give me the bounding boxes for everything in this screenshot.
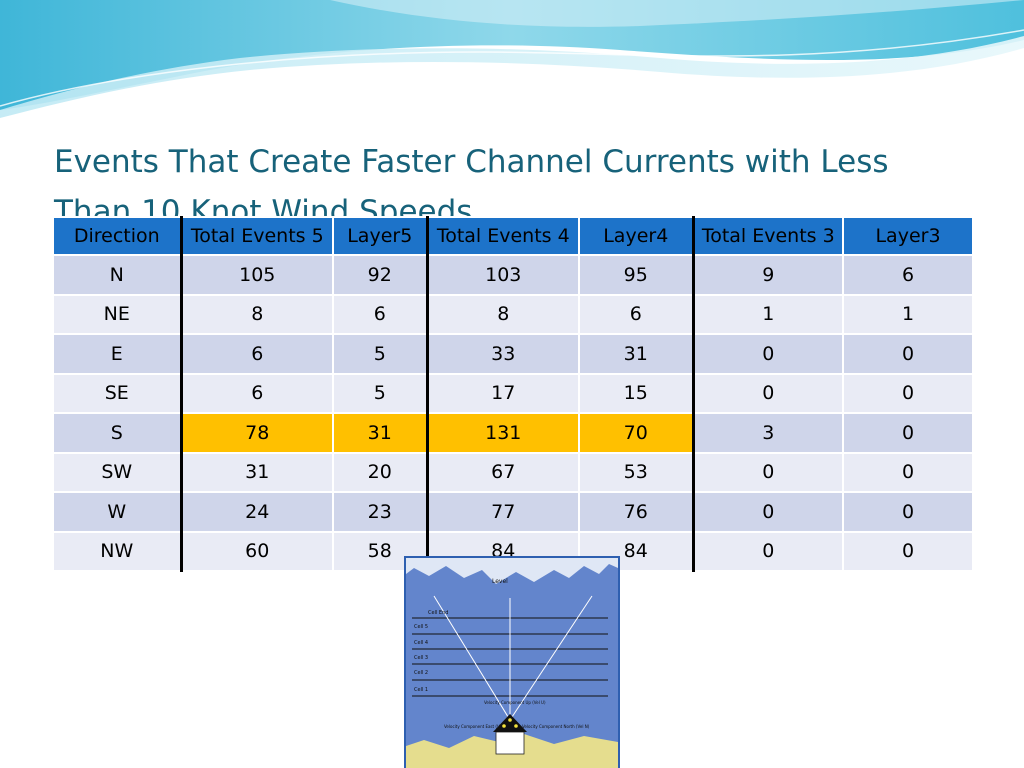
- diagram-level-label: Level: [492, 578, 508, 585]
- table-cell: N: [52, 254, 182, 296]
- table-cell: 53: [578, 451, 694, 493]
- table-cell: 24: [179, 491, 334, 533]
- table-row: N 105 92 103 95 9 6: [52, 254, 974, 296]
- table-cell: 105: [179, 254, 334, 296]
- header-total-events-5: Total Events 5: [179, 216, 334, 256]
- table-cell: 0: [691, 372, 844, 414]
- diagram-velocity-north-label: Velocity Component North (Vel N): [522, 724, 590, 729]
- table-cell: 8: [425, 293, 580, 335]
- table-cell: 6: [332, 293, 428, 335]
- table-cell-highlighted: 31: [332, 412, 428, 454]
- table-cell: 0: [842, 530, 974, 572]
- table-cell: S: [52, 412, 182, 454]
- table-cell: 95: [578, 254, 694, 296]
- table-cell: 92: [332, 254, 428, 296]
- table-cell-highlighted: 131: [425, 412, 580, 454]
- table-cell: 0: [842, 491, 974, 533]
- table-cell: 6: [578, 293, 694, 335]
- table-cell: 0: [691, 451, 844, 493]
- table-cell: 76: [578, 491, 694, 533]
- diagram-cell-4-label: Cell 4: [414, 640, 428, 646]
- table-cell: 6: [842, 254, 974, 296]
- table-cell: W: [52, 491, 182, 533]
- diagram-velocity-up-label: Velocity Component Up (Vel U): [484, 700, 546, 705]
- table-row: SW 31 20 67 53 0 0: [52, 451, 974, 493]
- table-cell: 0: [691, 491, 844, 533]
- header-total-events-4: Total Events 4: [425, 216, 580, 256]
- table-cell: 77: [425, 491, 580, 533]
- adcp-diagram: Level Cell End Cell 5 Cell 4 Cell 3 Cell…: [404, 556, 620, 768]
- slide-title: Events That Create Faster Channel Curren…: [54, 137, 954, 237]
- diagram-cell-3-label: Cell 3: [414, 655, 428, 661]
- table-cell: NE: [52, 293, 182, 335]
- table-cell: 31: [578, 333, 694, 375]
- table-cell: 0: [842, 333, 974, 375]
- table-row: NE 8 6 8 6 1 1: [52, 293, 974, 335]
- table-cell: 5: [332, 333, 428, 375]
- table-cell: SW: [52, 451, 182, 493]
- header-layer4: Layer4: [578, 216, 694, 256]
- diagram-cell-end-label: Cell End: [428, 610, 448, 616]
- table-cell: 20: [332, 451, 428, 493]
- table-cell: E: [52, 333, 182, 375]
- table-cell: 8: [179, 293, 334, 335]
- header-layer3: Layer3: [842, 216, 974, 256]
- diagram-velocity-east-label: Velocity Component East (Vel E): [444, 724, 509, 729]
- table-cell: 0: [842, 372, 974, 414]
- table-cell: 0: [842, 412, 974, 454]
- header-total-events-3: Total Events 3: [691, 216, 844, 256]
- header-layer5: Layer5: [332, 216, 428, 256]
- adcp-instrument-icon: [493, 714, 527, 755]
- table-cell: 33: [425, 333, 580, 375]
- table-cell-highlighted: 70: [578, 412, 694, 454]
- table-cell: NW: [52, 530, 182, 572]
- table-cell: 15: [578, 372, 694, 414]
- table-cell: 9: [691, 254, 844, 296]
- table-row: E 6 5 33 31 0 0: [52, 333, 974, 375]
- diagram-cell-5-label: Cell 5: [414, 624, 428, 630]
- table-cell: 23: [332, 491, 428, 533]
- table-row: SE 6 5 17 15 0 0: [52, 372, 974, 414]
- slide-title-line-1: Events That Create Faster Channel Curren…: [54, 143, 889, 180]
- table-cell: SE: [52, 372, 182, 414]
- table-cell: 84: [578, 530, 694, 572]
- header-wave-decoration: [0, 0, 1024, 118]
- diagram-cell-2-label: Cell 2: [414, 670, 428, 676]
- table-cell: 60: [179, 530, 334, 572]
- table-cell: 0: [842, 451, 974, 493]
- table-cell: 6: [179, 372, 334, 414]
- table-cell: 103: [425, 254, 580, 296]
- table-cell: 31: [179, 451, 334, 493]
- table-cell: 58: [332, 530, 428, 572]
- table-cell: 6: [179, 333, 334, 375]
- diagram-cell-1-label: Cell 1: [414, 687, 428, 693]
- table-cell-highlighted: 78: [179, 412, 334, 454]
- table-cell: 1: [842, 293, 974, 335]
- table-cell: 0: [691, 333, 844, 375]
- events-table: Direction Total Events 5 Layer5 Total Ev…: [52, 216, 974, 572]
- table-header-row: Direction Total Events 5 Layer5 Total Ev…: [52, 216, 974, 256]
- table-row: NW 60 58 84 84 0 0: [52, 530, 974, 572]
- header-direction: Direction: [52, 216, 182, 256]
- table-cell: 1: [691, 293, 844, 335]
- table-cell: 0: [691, 530, 844, 572]
- table-row: W 24 23 77 76 0 0: [52, 491, 974, 533]
- table-cell: 3: [691, 412, 844, 454]
- table-cell: 17: [425, 372, 580, 414]
- table-cell: 67: [425, 451, 580, 493]
- table-cell: 5: [332, 372, 428, 414]
- table-row-highlighted: S 78 31 131 70 3 0: [52, 412, 974, 454]
